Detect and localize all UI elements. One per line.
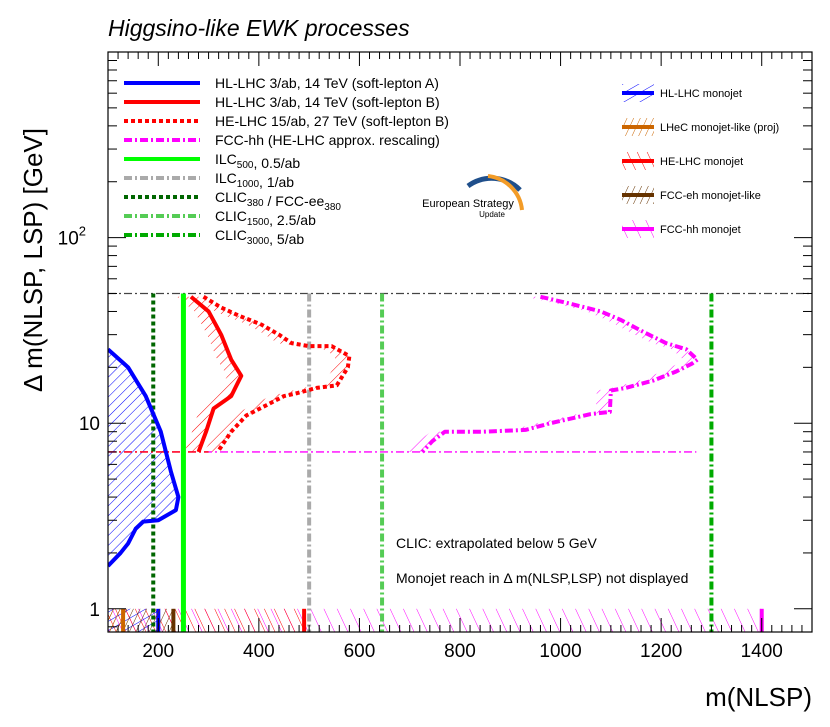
y-tick-label: 102 [58,224,86,250]
series-line-hl_a [108,347,181,568]
x-tick-label: 200 [142,641,174,662]
legend: HL-LHC 3/ab, 14 TeV (soft-lepton A) HL-LH… [124,75,779,247]
x-tick-label: 1200 [640,641,682,662]
legend-label-fcc: FCC-hh (HE-LHC approx. rescaling) [215,132,440,148]
series-layer [108,292,812,632]
y-axis-label: Δ m(NLSP, LSP) [GeV] [18,128,48,392]
legend-label-lhec_mono: LHeC monojet-like (proj) [660,122,779,134]
annotation-clic: CLIC: extrapolated below 5 GeV [396,535,597,551]
x-tick-label: 400 [243,641,275,662]
logo-text-line2: Update [479,210,505,219]
hatch-fcc [408,296,698,452]
legend-label-hl_mono: HL-LHC monojet [660,88,742,100]
legend-label-hl_a: HL-LHC 3/ab, 14 TeV (soft-lepton A) [215,75,439,91]
y-tick-label: 10 [79,414,100,435]
annotation-monojet: Monojet reach in Δ m(NLSP,LSP) not displ… [396,570,688,586]
logo-arc-orange [487,174,524,211]
legend-label-hl_b: HL-LHC 3/ab, 14 TeV (soft-lepton B) [215,94,440,110]
x-tick-label: 800 [444,641,476,662]
legend-label-clic3000: CLIC3000, 5/ab [215,227,304,247]
x-axis-label: m(NLSP) [705,682,812,712]
legend-label-he_mono: HE-LHC monojet [660,156,743,168]
legend-label-clic1500: CLIC1500, 2.5/ab [215,208,316,228]
hatch-hl_a [108,349,179,567]
logo-text-line1: European Strategy [422,198,514,210]
legend-label-fcchh_mono: FCC-hh monojet [660,224,741,236]
plot-area [108,292,812,632]
x-tick-label: 600 [344,641,376,662]
legend-label-fcceh_mono: FCC-eh monojet-like [660,190,761,202]
axes-frame: 200 400 600 800 1000 1200 1400 1 10 102 [58,51,813,662]
legend-label-clic380: CLIC380 / FCC-ee380 [215,189,341,213]
y-tick-label: 1 [89,600,100,621]
series-line-fcc [420,294,700,454]
legend-label-ilc500: ILC500, 0.5/ab [215,151,300,171]
x-tick-label: 1000 [539,641,581,662]
x-tick-label: 1400 [741,641,783,662]
legend-label-ilc1000: ILC1000, 1/ab [215,170,294,190]
legend-label-he_b: HE-LHC 15/ab, 27 TeV (soft-lepton B) [215,113,449,129]
series-line-hl_b [189,295,244,453]
chart-title: Higgsino-like EWK processes [108,15,410,41]
monojet-band-lhec_mono [108,608,124,632]
